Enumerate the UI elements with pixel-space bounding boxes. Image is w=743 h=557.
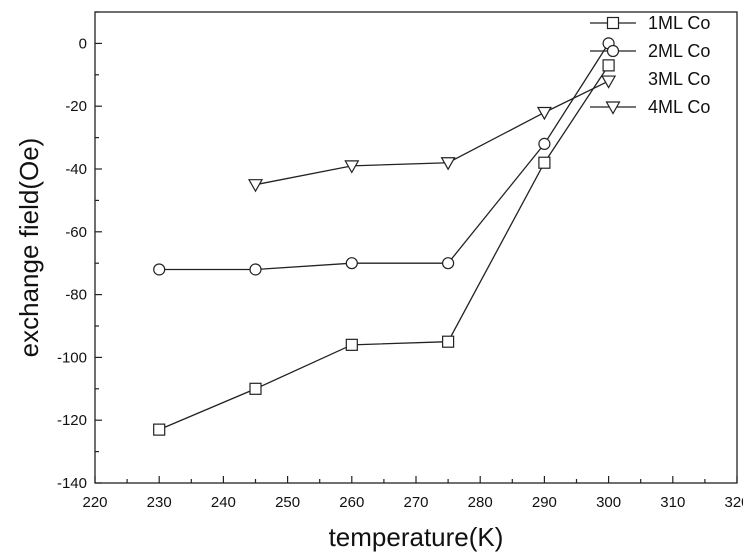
y-tick-label: 0: [79, 35, 87, 52]
data-point-1ml-co: [249, 382, 262, 395]
y-axis-title: exchange field(Oe): [14, 138, 44, 358]
data-point-4ml-co: [601, 75, 617, 89]
tick-labels-layer: 220 230 240 250 260 270 280 290 300 310 320 0 -20 -40…: [57, 35, 743, 511]
data-point-1ml-co: [538, 156, 551, 169]
legend-marker-2ml-co: [606, 44, 620, 58]
y-tick-label: -100: [57, 349, 87, 366]
x-tick-label: 280: [468, 494, 493, 511]
legend-label-3ml-co: 3ML Co: [648, 69, 710, 89]
legend-marker-4ml-co: [605, 101, 621, 115]
data-point-2ml-co: [538, 137, 551, 150]
y-tick-label: -40: [65, 161, 87, 178]
y-tick-label: -60: [65, 224, 87, 241]
data-point-4ml-co: [247, 179, 264, 193]
legend-label-1ml-co: 1ML Co: [648, 13, 710, 33]
x-tick-label: 240: [211, 494, 236, 511]
x-tick-label: 270: [403, 494, 428, 511]
data-point-4ml-co: [344, 160, 360, 174]
series-line-4ml-co: [255, 80, 609, 186]
plot-frame: [94, 11, 738, 484]
data-point-1ml-co: [442, 335, 455, 348]
x-tick-label: 260: [339, 494, 364, 511]
x-tick-label: 290: [532, 494, 557, 511]
data-point-2ml-co: [153, 263, 166, 276]
legend: 1ML Co 2ML Co 3ML Co 4ML Co: [590, 13, 710, 117]
series-lines-layer: [158, 43, 610, 431]
data-point-1ml-co: [602, 59, 615, 72]
legend-label-2ml-co: 2ML Co: [648, 41, 710, 61]
legend-marker-1ml-co: [606, 16, 620, 30]
data-point-1ml-co: [345, 338, 358, 351]
series-line-1ml-co: [158, 65, 610, 431]
series-markers-layer: [153, 37, 617, 436]
data-point-4ml-co: [440, 157, 456, 171]
y-tick-label: -140: [57, 475, 87, 492]
x-tick-label: 220: [82, 494, 107, 511]
x-tick-label: 250: [275, 494, 300, 511]
x-tick-label: 230: [147, 494, 172, 511]
y-tick-label: -80: [65, 287, 87, 304]
data-point-2ml-co: [249, 263, 262, 276]
legend-label-4ml-co: 4ML Co: [648, 97, 710, 117]
data-point-2ml-co: [442, 257, 455, 270]
x-tick-label: 310: [660, 494, 685, 511]
data-point-4ml-co: [536, 106, 552, 121]
series-line-2ml-co: [159, 43, 610, 271]
x-axis-title: temperature(K): [329, 522, 504, 552]
data-point-1ml-co: [153, 423, 166, 436]
data-point-2ml-co: [345, 257, 358, 270]
y-tick-label: -120: [57, 412, 87, 429]
y-tick-label: -20: [65, 98, 87, 115]
x-tick-label: 320: [724, 494, 743, 511]
ticks-layer: [94, 11, 738, 484]
x-tick-label: 300: [596, 494, 621, 511]
